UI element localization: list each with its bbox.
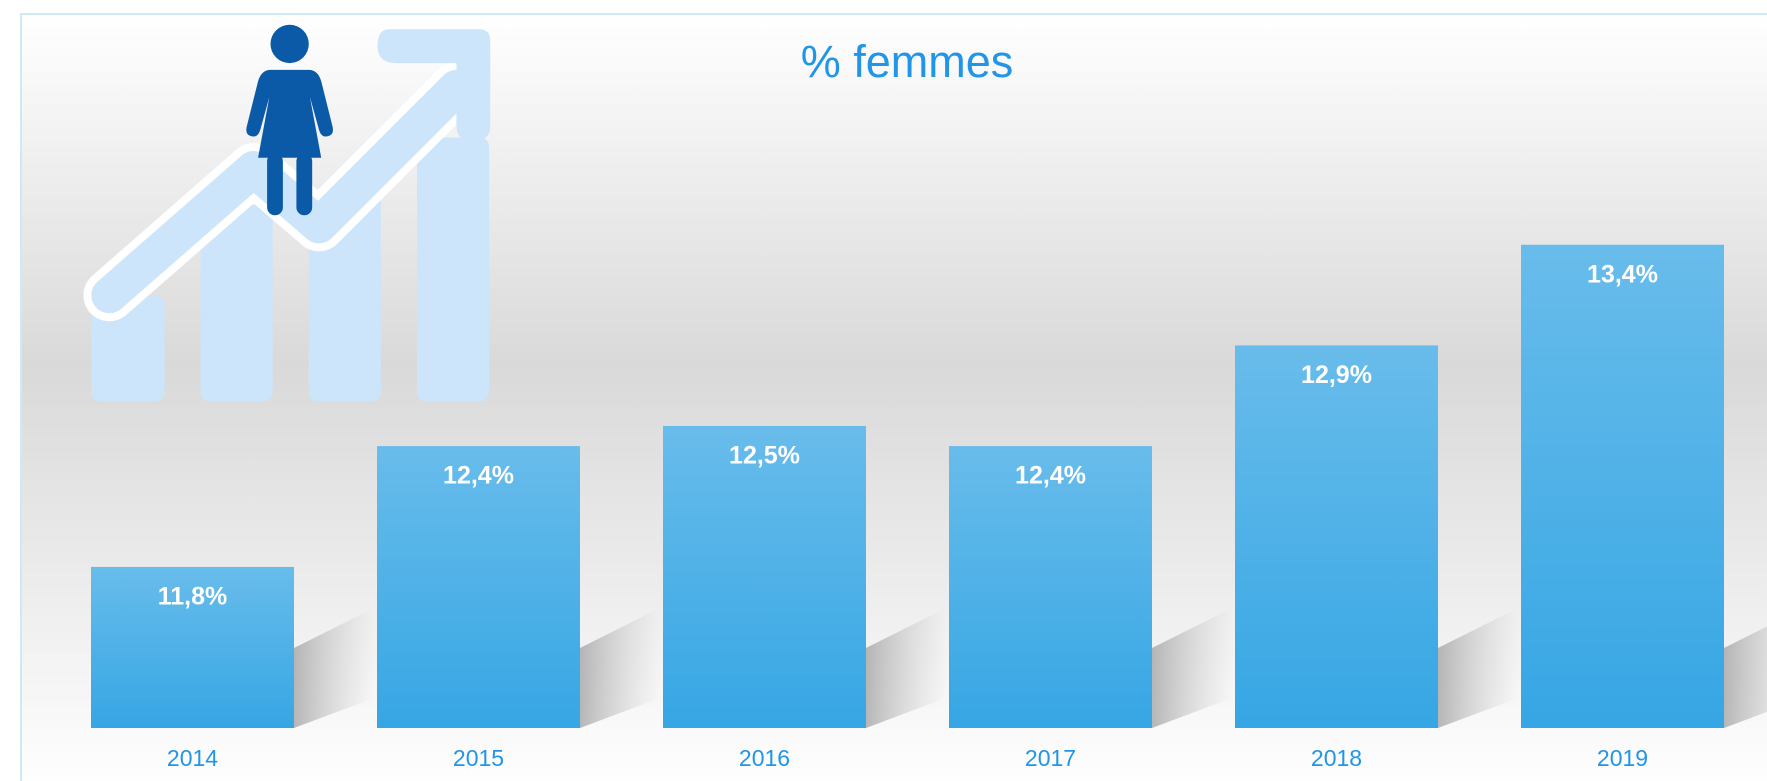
value-label: 12,5% — [729, 442, 800, 470]
chart-title: % femmes — [801, 36, 1014, 87]
woman-leg — [267, 153, 283, 216]
woman-body — [246, 69, 333, 158]
value-label: 13,4% — [1587, 260, 1658, 288]
woman-icon — [246, 24, 333, 216]
icon-bar — [91, 295, 165, 402]
x-tick-label: 2018 — [1311, 745, 1362, 771]
bar-sheen — [949, 446, 1152, 728]
growth-icon — [83, 24, 491, 402]
icon-bar — [416, 137, 490, 402]
icon-arrow-head — [377, 29, 491, 141]
bar-shadow — [1438, 608, 1518, 728]
value-label: 12,9% — [1301, 361, 1372, 389]
shadows — [294, 608, 1767, 728]
x-tick-label: 2014 — [167, 745, 218, 771]
bar-shadow — [294, 608, 374, 728]
bar-sheen — [663, 426, 866, 728]
bar-sheen — [1521, 244, 1724, 729]
bar-shadow — [1724, 626, 1767, 728]
value-label: 11,8% — [158, 583, 228, 611]
bar-shadow — [580, 608, 660, 728]
x-tick-label: 2015 — [453, 745, 504, 771]
bar-sheen — [91, 566, 294, 728]
x-tick-label: 2019 — [1597, 745, 1648, 771]
icon-bar — [200, 205, 273, 402]
x-tick-label: 2016 — [739, 745, 790, 771]
woman-head — [270, 24, 309, 64]
value-label: 12,4% — [1015, 462, 1086, 490]
x-tick-label: 2017 — [1025, 745, 1076, 771]
bar-shadow — [1152, 608, 1232, 728]
value-label: 12,4% — [443, 462, 514, 490]
icon-arrow — [91, 69, 475, 314]
bar-sheen — [1235, 345, 1438, 728]
bar-sheen — [377, 446, 580, 728]
bar-shadow — [866, 608, 946, 728]
woman-leg — [296, 153, 313, 216]
